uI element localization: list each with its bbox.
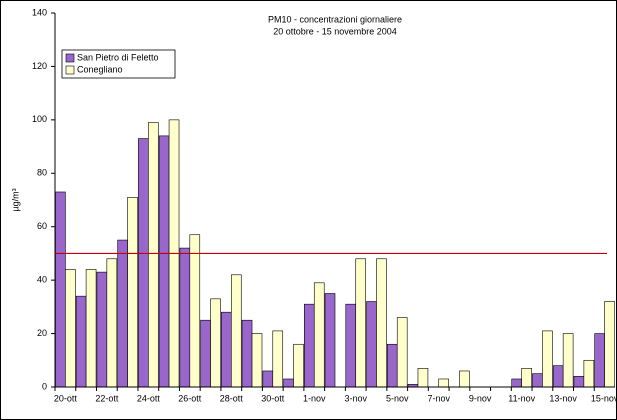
bar xyxy=(604,301,615,388)
bar xyxy=(542,330,553,388)
bar xyxy=(562,333,574,388)
bar xyxy=(417,367,429,388)
bar xyxy=(179,247,191,388)
bar xyxy=(85,269,97,388)
x-tick-label: 24-ott xyxy=(137,393,161,403)
legend-swatch xyxy=(65,65,75,75)
bar xyxy=(117,239,128,388)
bar xyxy=(221,311,232,388)
bar xyxy=(210,298,221,388)
chart-subtitle: 20 ottobre - 15 novembre 2004 xyxy=(273,26,397,36)
y-tick-label: 100 xyxy=(32,114,47,124)
bar xyxy=(96,271,108,388)
x-tick-label: 30-ott xyxy=(261,393,285,403)
bar xyxy=(386,343,398,388)
bar xyxy=(251,333,263,388)
bar xyxy=(272,330,284,388)
bar xyxy=(241,319,253,388)
x-tick-label: 28-ott xyxy=(220,393,244,403)
bar xyxy=(573,376,585,388)
bar xyxy=(262,370,274,388)
bar xyxy=(304,303,315,388)
bar xyxy=(345,303,357,388)
bar xyxy=(376,258,387,388)
bar xyxy=(459,370,470,388)
y-tick-label: 80 xyxy=(37,168,47,178)
bar xyxy=(552,365,564,388)
y-tick-label: 60 xyxy=(37,221,47,231)
x-tick-label: 5-nov xyxy=(386,393,409,403)
x-tick-label: 7-nov xyxy=(427,393,450,403)
bar xyxy=(324,293,336,388)
chart-title: PM10 - concentrazioni giornaliere xyxy=(268,14,402,24)
bar xyxy=(138,138,149,388)
x-tick-label: 9-nov xyxy=(469,393,492,403)
bar xyxy=(283,378,294,388)
bar xyxy=(355,258,366,388)
bar xyxy=(200,319,211,388)
bar xyxy=(366,301,377,388)
bar xyxy=(396,317,408,388)
bar xyxy=(75,295,87,388)
bar xyxy=(313,282,325,388)
bar xyxy=(594,333,605,388)
legend-box xyxy=(61,49,176,79)
bar xyxy=(189,234,201,388)
y-tick-label: 120 xyxy=(32,61,47,71)
legend-label: San Pietro di Feletto xyxy=(77,52,159,62)
x-tick-label: 3-nov xyxy=(344,393,367,403)
y-tick-label: 140 xyxy=(32,7,47,17)
x-tick-label: 13-nov xyxy=(549,393,577,403)
bar xyxy=(583,359,595,388)
bar xyxy=(532,373,543,388)
x-tick-label: 1-nov xyxy=(303,393,326,403)
bar xyxy=(438,378,449,388)
bar xyxy=(127,197,138,388)
legend-label: Conegliano xyxy=(77,64,123,74)
bar xyxy=(158,135,170,388)
bar xyxy=(521,367,532,388)
y-tick-label: 0 xyxy=(42,381,47,391)
bar xyxy=(230,274,242,388)
bar xyxy=(106,258,118,388)
y-axis-label: µg/m³ xyxy=(10,188,20,211)
x-tick-label: 26-ott xyxy=(178,393,202,403)
x-tick-label: 20-ott xyxy=(54,393,78,403)
bar xyxy=(148,122,159,388)
bar xyxy=(511,378,522,388)
x-tick-label: 22-ott xyxy=(95,393,119,403)
y-tick-label: 40 xyxy=(37,275,47,285)
x-tick-label: 11-nov xyxy=(508,393,535,403)
x-tick-label: 15-nov xyxy=(591,393,617,403)
y-tick-label: 20 xyxy=(37,328,47,338)
bar xyxy=(55,191,66,388)
legend-swatch xyxy=(65,53,75,63)
bar xyxy=(293,343,304,388)
bar xyxy=(65,269,76,388)
